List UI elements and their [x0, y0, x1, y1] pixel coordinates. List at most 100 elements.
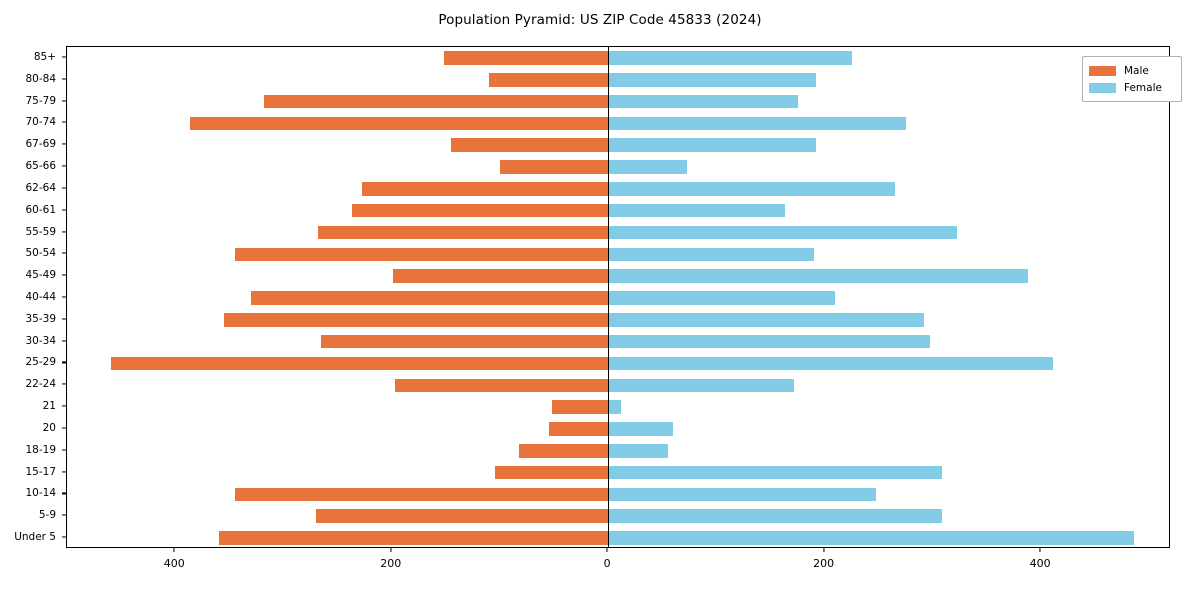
- y-tick-mark: [62, 143, 66, 145]
- bar-female[interactable]: [608, 465, 942, 480]
- bar-male[interactable]: [551, 400, 609, 414]
- bar-row: [67, 247, 1169, 262]
- bar-male[interactable]: [223, 313, 609, 327]
- y-tick-mark: [62, 165, 66, 167]
- bar-male[interactable]: [392, 269, 609, 283]
- bar-male[interactable]: [443, 51, 609, 65]
- y-tick-label: 22-24: [25, 378, 56, 391]
- bar-row: [67, 487, 1169, 502]
- y-tick-label: 35-39: [25, 312, 56, 325]
- chart-legend: Male Female: [1082, 56, 1182, 102]
- y-tick-mark: [62, 56, 66, 58]
- y-tick-label: 30-34: [25, 334, 56, 347]
- bar-female[interactable]: [608, 334, 930, 349]
- bar-male[interactable]: [111, 356, 609, 371]
- y-tick-label: 5-9: [38, 509, 56, 522]
- legend-item-female[interactable]: Female: [1089, 79, 1175, 96]
- y-tick-label: 55-59: [25, 225, 56, 238]
- y-tick-mark: [62, 449, 66, 451]
- bar-row: [67, 94, 1169, 109]
- y-tick-mark: [62, 536, 66, 538]
- bar-male[interactable]: [318, 225, 609, 240]
- bar-female[interactable]: [608, 400, 622, 414]
- y-tick-label: 18-19: [25, 443, 56, 456]
- y-tick-mark: [62, 296, 66, 298]
- bar-male[interactable]: [451, 138, 609, 152]
- bar-male[interactable]: [548, 422, 609, 436]
- bar-male[interactable]: [251, 291, 609, 305]
- bar-female[interactable]: [608, 247, 814, 262]
- bar-female[interactable]: [608, 269, 1029, 283]
- zero-axis-line: [607, 47, 609, 547]
- bar-female[interactable]: [608, 509, 942, 524]
- bar-row: [67, 269, 1169, 283]
- bar-female[interactable]: [608, 182, 895, 196]
- y-tick-mark: [62, 209, 66, 211]
- legend-label-male: Male: [1124, 64, 1149, 77]
- bar-female[interactable]: [608, 487, 876, 502]
- plot-area: [66, 46, 1170, 548]
- x-tick-label: 0: [603, 557, 611, 570]
- x-tick-mark: [390, 548, 392, 552]
- bar-male[interactable]: [362, 182, 609, 196]
- bar-female[interactable]: [608, 378, 795, 393]
- bar-female[interactable]: [608, 51, 852, 65]
- bar-male[interactable]: [218, 531, 609, 545]
- bar-row: [67, 334, 1169, 349]
- bar-female[interactable]: [608, 313, 925, 327]
- bar-female[interactable]: [608, 225, 957, 240]
- bar-female[interactable]: [608, 356, 1054, 371]
- bar-female[interactable]: [608, 531, 1135, 545]
- y-tick-label: 50-54: [25, 247, 56, 260]
- bar-row: [67, 160, 1169, 174]
- bar-male[interactable]: [190, 116, 609, 131]
- bar-row: [67, 291, 1169, 305]
- bar-male[interactable]: [394, 378, 609, 393]
- y-tick-label: 45-49: [25, 269, 56, 282]
- chart-title: Population Pyramid: US ZIP Code 45833 (2…: [438, 12, 762, 28]
- x-tick-label: 400: [163, 557, 185, 570]
- y-tick-label: 80-84: [25, 72, 56, 85]
- bar-male[interactable]: [499, 160, 609, 174]
- y-tick-label: 60-61: [25, 203, 56, 216]
- x-tick-label: 400: [1029, 557, 1051, 570]
- y-tick-mark: [62, 514, 66, 516]
- bar-row: [67, 313, 1169, 327]
- x-tick-mark: [1039, 548, 1041, 552]
- bar-male[interactable]: [263, 94, 609, 109]
- bar-male[interactable]: [494, 465, 609, 480]
- bar-female[interactable]: [608, 203, 785, 218]
- bar-row: [67, 138, 1169, 152]
- y-tick-mark: [62, 100, 66, 102]
- y-tick-mark: [62, 427, 66, 429]
- bar-female[interactable]: [608, 444, 668, 458]
- x-tick-label: 200: [813, 557, 835, 570]
- y-tick-mark: [62, 361, 66, 364]
- y-tick-label: 65-66: [25, 160, 56, 173]
- bar-male[interactable]: [234, 487, 609, 502]
- y-tick-mark: [62, 252, 66, 254]
- bar-female[interactable]: [608, 291, 836, 305]
- bar-female[interactable]: [608, 422, 674, 436]
- x-tick-mark: [606, 548, 608, 552]
- bar-male[interactable]: [489, 72, 609, 87]
- bars-layer: [67, 47, 1169, 547]
- y-axis: 85+ 80-84 75-79 70-74 67-69 65-66 62-64 60-61 55…: [0, 46, 66, 548]
- bar-female[interactable]: [608, 94, 798, 109]
- bar-male[interactable]: [315, 509, 609, 524]
- bar-male[interactable]: [234, 247, 609, 262]
- legend-item-male[interactable]: Male: [1089, 62, 1175, 79]
- y-tick-label: 75-79: [25, 94, 56, 107]
- y-tick-mark: [62, 318, 66, 320]
- bar-male[interactable]: [351, 203, 609, 218]
- bar-row: [67, 116, 1169, 131]
- bar-female[interactable]: [608, 138, 816, 152]
- y-tick-label: 62-64: [25, 181, 56, 194]
- bar-male[interactable]: [519, 444, 609, 458]
- bar-female[interactable]: [608, 160, 688, 174]
- bar-female[interactable]: [608, 116, 906, 131]
- y-tick-mark: [62, 274, 66, 276]
- y-tick-label: 15-17: [25, 465, 56, 478]
- bar-female[interactable]: [608, 72, 816, 87]
- bar-male[interactable]: [321, 334, 609, 349]
